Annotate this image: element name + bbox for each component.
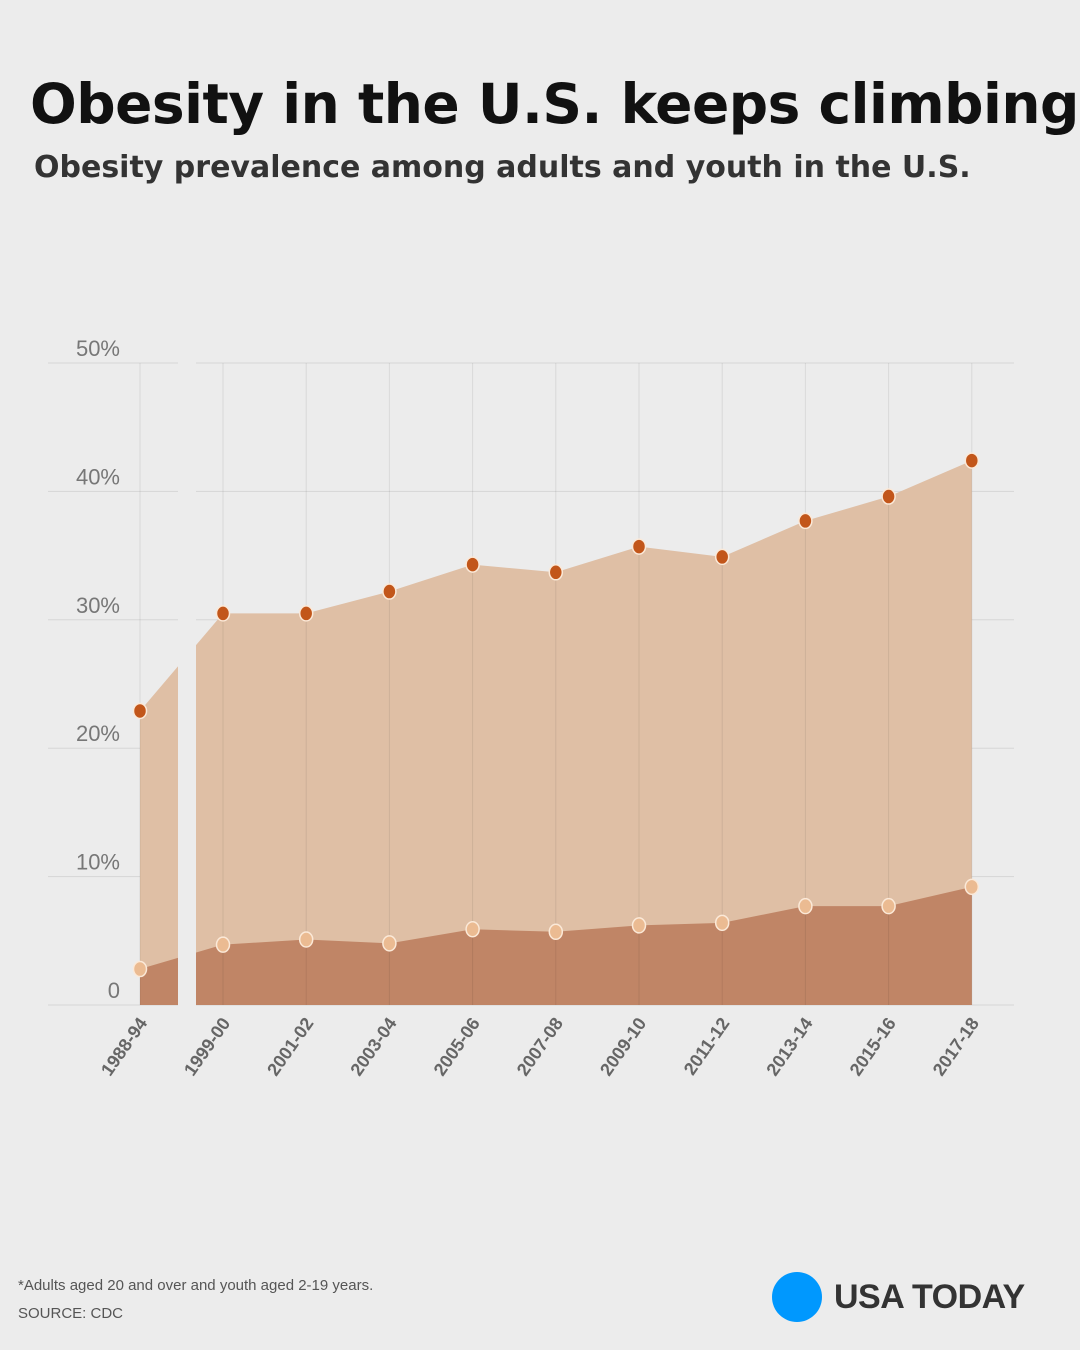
y-tick-label: 10% bbox=[76, 850, 120, 875]
youth-area bbox=[140, 886, 972, 1005]
y-tick-label: 0 bbox=[108, 978, 120, 1003]
adults-point bbox=[964, 452, 980, 469]
y-tick-label: 50% bbox=[76, 336, 120, 361]
footnote: *Adults aged 20 and over and youth aged … bbox=[18, 1277, 374, 1294]
chart-subtitle: Obesity prevalence among adults and yout… bbox=[34, 150, 971, 185]
youth-point bbox=[631, 917, 647, 934]
youth-point bbox=[298, 931, 314, 948]
logo-text: USA TODAY bbox=[834, 1277, 1025, 1316]
chart-title: Obesity in the U.S. keeps climbing bbox=[30, 72, 1079, 136]
youth-point bbox=[548, 923, 564, 941]
logo-dot-icon bbox=[772, 1272, 822, 1322]
y-tick-label: 20% bbox=[76, 721, 120, 746]
x-tick-label: 2009-10 bbox=[596, 1014, 650, 1080]
x-tick-label: 1999-00 bbox=[180, 1014, 234, 1080]
adults-point bbox=[132, 702, 148, 720]
x-tick-label: 2011-12 bbox=[680, 1014, 734, 1079]
x-tick-label: 2005-06 bbox=[430, 1014, 484, 1080]
youth-point bbox=[798, 897, 813, 915]
x-tick-label: 2003-04 bbox=[346, 1014, 400, 1080]
y-tick-label: 30% bbox=[76, 593, 120, 618]
x-tick-label: 2001-02 bbox=[263, 1014, 317, 1080]
youth-point bbox=[382, 935, 397, 952]
adults-point bbox=[465, 556, 480, 573]
source-note: SOURCE: CDC bbox=[18, 1305, 124, 1322]
y-tick-label: 40% bbox=[76, 464, 120, 489]
usa-today-logo: USA TODAY bbox=[772, 1272, 1025, 1322]
adults-point bbox=[798, 512, 813, 530]
adults-area bbox=[140, 460, 972, 1006]
adults-point bbox=[298, 605, 314, 622]
adults-point bbox=[631, 538, 647, 555]
area-chart: 0 10% 20% 30% 40% 50% 1988-94 1999-00 2001-02 200… bbox=[48, 336, 1014, 1080]
youth-point bbox=[465, 920, 480, 938]
x-tick-label: 2017-18 bbox=[929, 1014, 983, 1080]
youth-point bbox=[964, 878, 980, 896]
adults-point bbox=[714, 548, 730, 566]
adults-point bbox=[881, 488, 896, 505]
youth-point bbox=[215, 936, 231, 953]
youth-point bbox=[881, 897, 896, 915]
youth-point bbox=[132, 960, 148, 978]
x-tick-label: 2007-08 bbox=[513, 1014, 567, 1080]
x-tick-label: 2013-14 bbox=[762, 1014, 816, 1080]
x-tick-label: 2015-16 bbox=[846, 1014, 900, 1080]
adults-point bbox=[215, 605, 231, 622]
x-tick-label: 1988-94 bbox=[97, 1014, 151, 1080]
adults-point bbox=[548, 564, 564, 581]
adults-point bbox=[382, 583, 397, 600]
youth-point bbox=[714, 914, 730, 932]
